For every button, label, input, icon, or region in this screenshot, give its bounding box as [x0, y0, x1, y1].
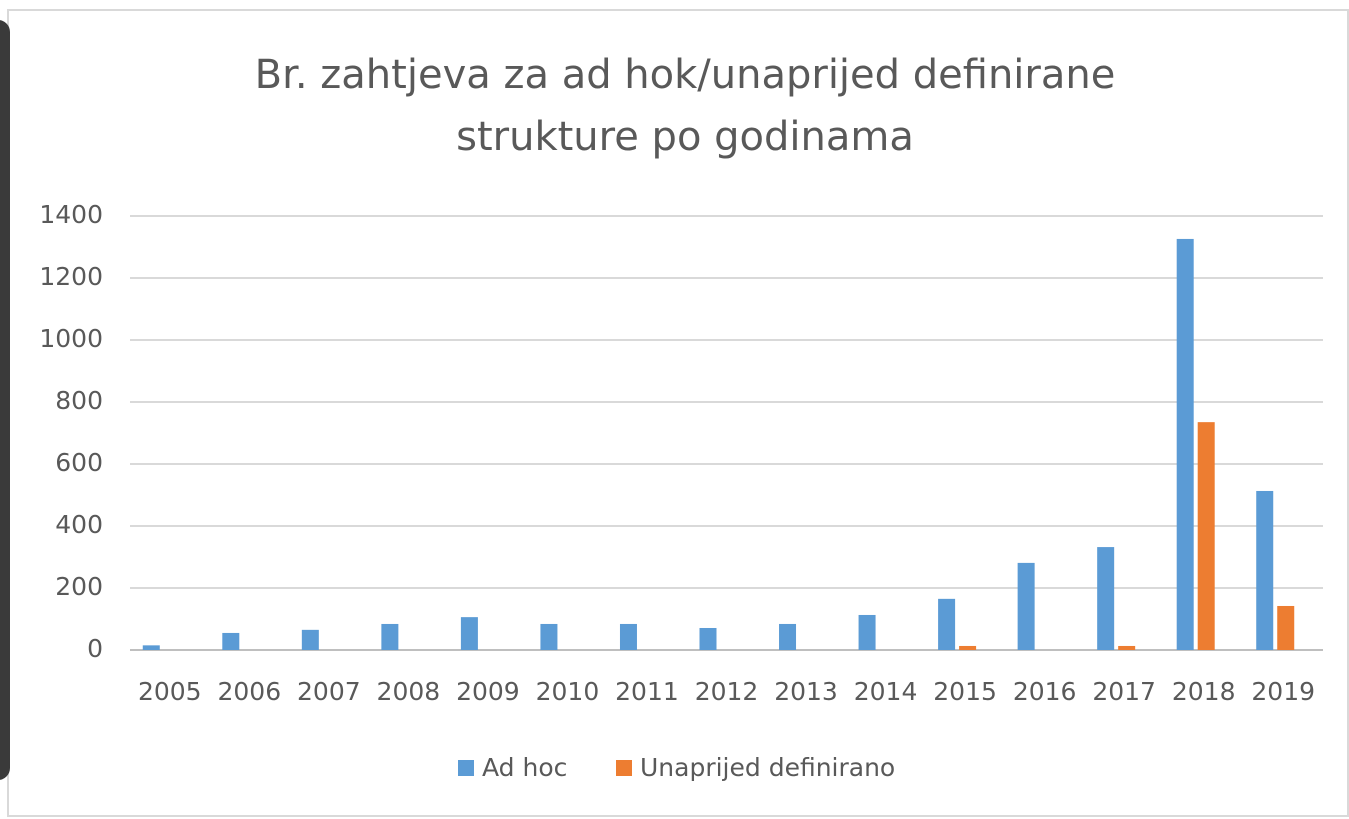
y-tick-label: 1200 — [39, 262, 103, 291]
x-tick-label: 2015 — [933, 677, 997, 706]
bar — [1197, 422, 1215, 650]
bar — [938, 598, 956, 650]
chart-title: strukture po godinama — [456, 114, 914, 160]
y-tick-label: 600 — [55, 448, 103, 477]
legend-label: Unaprijed definirano — [640, 753, 895, 782]
bar — [959, 645, 977, 650]
bar — [222, 632, 240, 650]
chart-title: Br. zahtjeva za ad hok/unaprijed definir… — [255, 52, 1116, 98]
y-tick-label: 800 — [55, 386, 103, 415]
bar — [1097, 547, 1115, 650]
x-tick-label: 2016 — [1013, 677, 1077, 706]
x-tick-label: 2019 — [1251, 677, 1315, 706]
x-tick-label: 2010 — [536, 677, 600, 706]
bar — [858, 614, 876, 650]
bar — [381, 623, 399, 650]
bar — [1277, 605, 1295, 650]
y-tick-label: 1400 — [39, 200, 103, 229]
bar — [699, 627, 717, 650]
x-tick-label: 2018 — [1172, 677, 1236, 706]
y-tick-label: 1000 — [39, 324, 103, 353]
x-tick-label: 2007 — [297, 677, 361, 706]
x-tick-label: 2014 — [854, 677, 918, 706]
bar — [460, 617, 478, 650]
legend-swatch — [616, 760, 632, 776]
bar — [619, 623, 637, 650]
legend-swatch — [458, 760, 474, 776]
y-tick-label: 400 — [55, 510, 103, 539]
x-tick-label: 2009 — [456, 677, 520, 706]
bar — [779, 623, 797, 650]
legend-label: Ad hoc — [482, 753, 567, 782]
x-tick-label: 2011 — [615, 677, 679, 706]
x-tick-label: 2013 — [774, 677, 838, 706]
y-tick-label: 200 — [55, 572, 103, 601]
x-tick-label: 2017 — [1092, 677, 1156, 706]
bar — [301, 629, 319, 650]
x-tick-label: 2012 — [695, 677, 759, 706]
bar — [1176, 238, 1194, 650]
window-edge — [0, 20, 10, 780]
bar — [1017, 562, 1035, 650]
bar — [540, 623, 558, 650]
bar — [142, 645, 160, 650]
x-tick-label: 2005 — [138, 677, 202, 706]
y-tick-label: 0 — [87, 634, 103, 663]
bar — [1256, 490, 1274, 650]
bar — [1118, 645, 1136, 650]
x-tick-label: 2006 — [217, 677, 281, 706]
x-tick-label: 2008 — [377, 677, 441, 706]
chart-frame — [7, 9, 1349, 817]
